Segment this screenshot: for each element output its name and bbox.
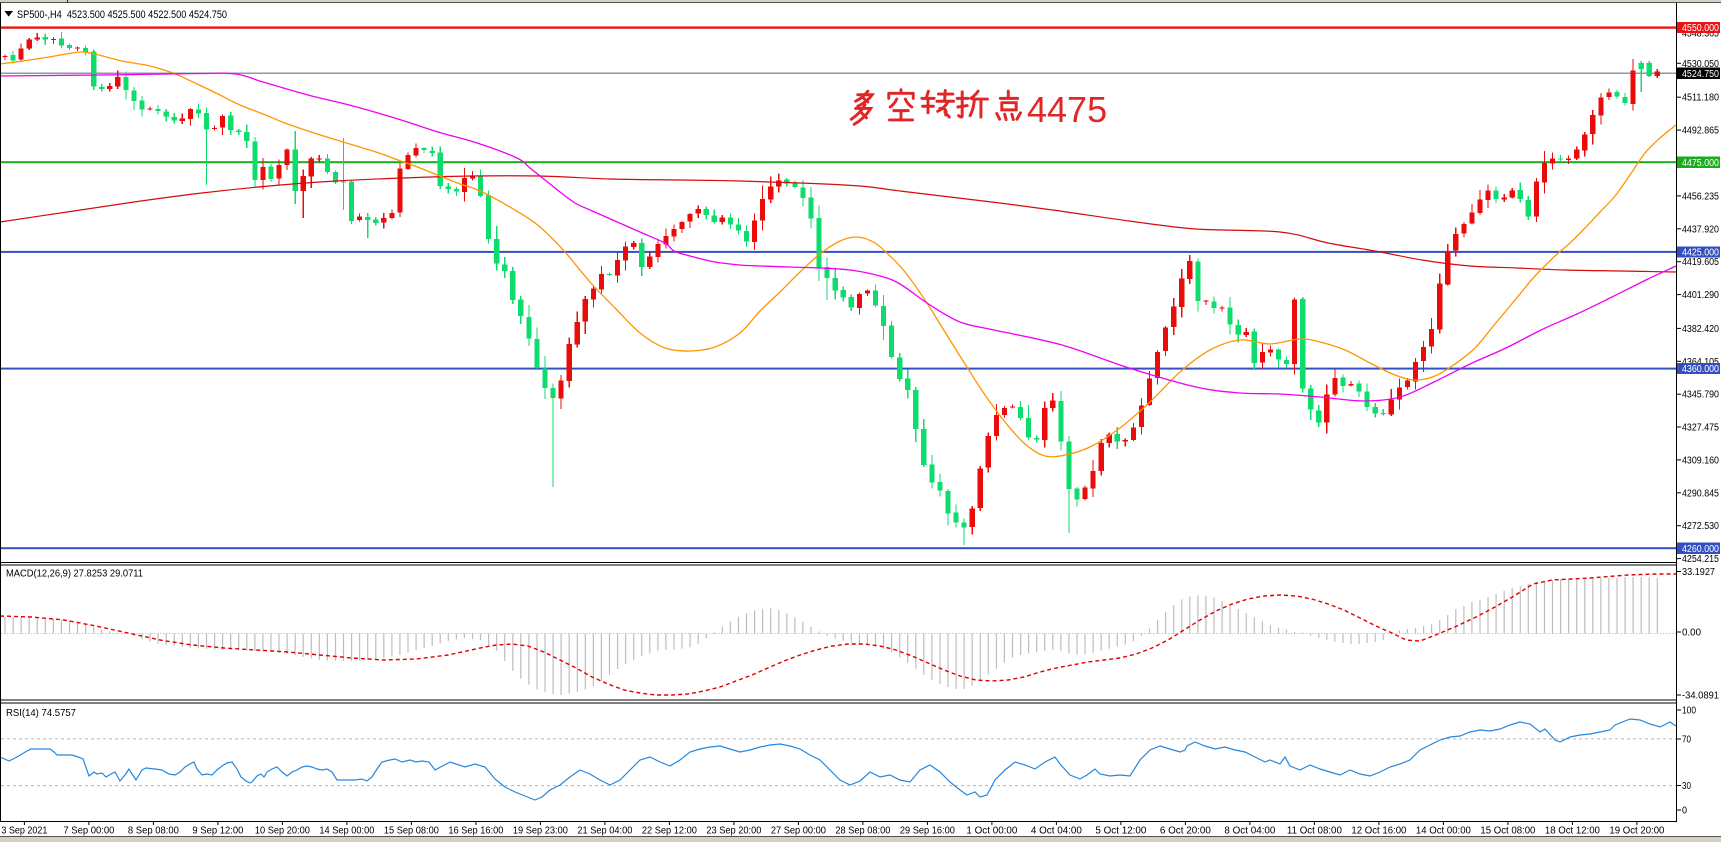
svg-text:4364.105: 4364.105 [1682,357,1719,368]
svg-text:4419.605: 4419.605 [1682,257,1719,268]
svg-text:4492.865: 4492.865 [1682,126,1719,137]
svg-text:4260.000: 4260.000 [1682,544,1719,555]
svg-text:4425.000: 4425.000 [1682,248,1719,259]
svg-text:4524.750: 4524.750 [1682,69,1719,80]
svg-text:70: 70 [1682,735,1691,746]
svg-text:27 Sep 00:00: 27 Sep 00:00 [771,825,826,836]
svg-text:4475: 4475 [1027,89,1107,130]
svg-text:4360.000: 4360.000 [1682,364,1719,375]
svg-text:3 Sep 2021: 3 Sep 2021 [1,825,47,836]
svg-text:4254.215: 4254.215 [1682,554,1719,565]
svg-text:4272.530: 4272.530 [1682,521,1719,532]
svg-text:33.1927: 33.1927 [1682,567,1715,578]
svg-text:1 Oct 00:00: 1 Oct 00:00 [966,825,1017,836]
svg-text:14 Sep 00:00: 14 Sep 00:00 [319,825,374,836]
svg-text:-34.0891: -34.0891 [1682,691,1719,702]
svg-text:4382.420: 4382.420 [1682,324,1719,335]
svg-text:29 Sep 16:00: 29 Sep 16:00 [900,825,955,836]
svg-text:30: 30 [1682,781,1691,792]
svg-text:11 Oct 08:00: 11 Oct 08:00 [1287,825,1342,836]
svg-text:4309.160: 4309.160 [1682,455,1719,466]
svg-text:4 Oct 04:00: 4 Oct 04:00 [1031,825,1082,836]
svg-text:9 Sep 12:00: 9 Sep 12:00 [192,825,243,836]
svg-text:MACD(12,26,9) 27.8253 29.0711: MACD(12,26,9) 27.8253 29.0711 [6,568,143,580]
svg-text:4290.845: 4290.845 [1682,488,1719,499]
svg-text:4511.180: 4511.180 [1682,93,1719,104]
svg-text:8 Sep 08:00: 8 Sep 08:00 [128,825,179,836]
svg-text:18 Oct 12:00: 18 Oct 12:00 [1545,825,1600,836]
svg-text:SP500-,H4 4523.500 4525.500 4: SP500-,H4 4523.500 4525.500 4522.500 452… [17,9,227,21]
svg-text:4327.475: 4327.475 [1682,423,1719,434]
svg-text:4550.000: 4550.000 [1682,23,1719,34]
svg-text:10 Sep 20:00: 10 Sep 20:00 [255,825,310,836]
svg-text:8 Oct 04:00: 8 Oct 04:00 [1224,825,1275,836]
svg-text:19 Oct 20:00: 19 Oct 20:00 [1609,825,1664,836]
svg-text:100: 100 [1682,706,1696,717]
svg-text:14 Oct 00:00: 14 Oct 00:00 [1416,825,1471,836]
svg-text:7 Sep 00:00: 7 Sep 00:00 [63,825,114,836]
svg-text:0.00: 0.00 [1682,628,1701,639]
svg-text:4437.920: 4437.920 [1682,224,1719,235]
svg-text:23 Sep 20:00: 23 Sep 20:00 [706,825,761,836]
svg-text:6 Oct 20:00: 6 Oct 20:00 [1160,825,1211,836]
svg-text:4401.290: 4401.290 [1682,290,1719,301]
svg-text:22 Sep 12:00: 22 Sep 12:00 [642,825,697,836]
svg-text:RSI(14) 74.5757: RSI(14) 74.5757 [6,707,76,719]
svg-text:4548.365: 4548.365 [1682,29,1719,40]
svg-text:15 Oct 08:00: 15 Oct 08:00 [1480,825,1535,836]
svg-text:0: 0 [1682,806,1687,817]
svg-text:28 Sep 08:00: 28 Sep 08:00 [835,825,890,836]
svg-text:4475.000: 4475.000 [1682,158,1719,169]
svg-text:19 Sep 23:00: 19 Sep 23:00 [513,825,568,836]
svg-text:12 Oct 16:00: 12 Oct 16:00 [1351,825,1406,836]
svg-text:4530.050: 4530.050 [1682,59,1719,70]
svg-text:4456.235: 4456.235 [1682,191,1719,202]
svg-text:4345.790: 4345.790 [1682,390,1719,401]
svg-text:16 Sep 16:00: 16 Sep 16:00 [448,825,503,836]
svg-text:21 Sep 04:00: 21 Sep 04:00 [577,825,632,836]
svg-text:5 Oct 12:00: 5 Oct 12:00 [1095,825,1146,836]
svg-text:15 Sep 08:00: 15 Sep 08:00 [384,825,439,836]
